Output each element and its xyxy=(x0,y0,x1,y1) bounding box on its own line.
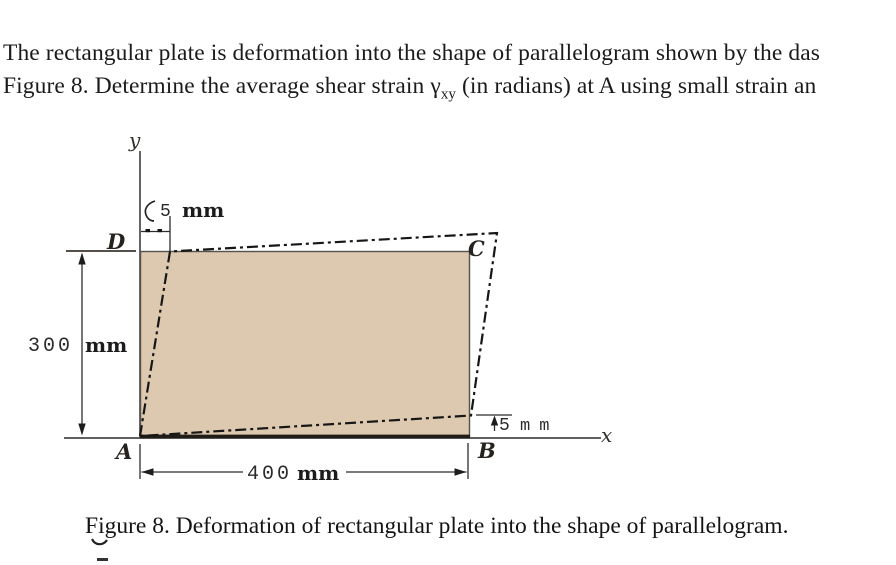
statement-line-1: The rectangular plate is deformation int… xyxy=(3,40,821,66)
corner-label-B: B xyxy=(477,438,496,463)
top-offset-dimension: 5 mm xyxy=(141,198,224,252)
right-offset-value: 5 xyxy=(499,416,510,436)
width-dimension: 400 mm xyxy=(139,443,469,486)
problem-statement: The rectangular plate is deformation int… xyxy=(3,37,896,102)
height-unit: mm xyxy=(85,333,127,357)
deformed-parallelogram-outline xyxy=(138,231,499,438)
statement-line-2-post: (in radians) at A using small strain an xyxy=(456,72,817,99)
corner-label-C: C xyxy=(468,236,485,261)
statement-line-2: Figure 8. Determine the average shear st… xyxy=(3,70,896,103)
statement-line-2-pre: Figure 8. Determine the average shear st… xyxy=(3,72,431,99)
height-value: 300 xyxy=(28,335,73,358)
plate-rectangle xyxy=(139,250,471,438)
width-unit: mm xyxy=(297,461,339,485)
height-dimension: 300 mm xyxy=(28,250,136,436)
top-offset-unit: mm xyxy=(182,198,224,222)
right-offset-dimension: 5 mm xyxy=(476,414,558,436)
corner-label-D: D xyxy=(106,229,126,254)
gamma-symbol: γ xyxy=(430,72,441,99)
corner-label-A: A xyxy=(114,439,132,464)
y-axis-label: y xyxy=(128,128,141,152)
leader-squiggle xyxy=(144,200,156,222)
clipped-next-line-fragment xyxy=(91,538,108,561)
gamma-subscript: xy xyxy=(440,86,457,103)
x-axis-label: x xyxy=(601,423,612,447)
width-value: 400 xyxy=(247,463,292,486)
figure-caption: Figure 8. Deformation of rectangular pla… xyxy=(85,513,789,539)
top-offset-value: 5 xyxy=(160,202,171,222)
right-offset-unit: mm xyxy=(520,417,558,436)
